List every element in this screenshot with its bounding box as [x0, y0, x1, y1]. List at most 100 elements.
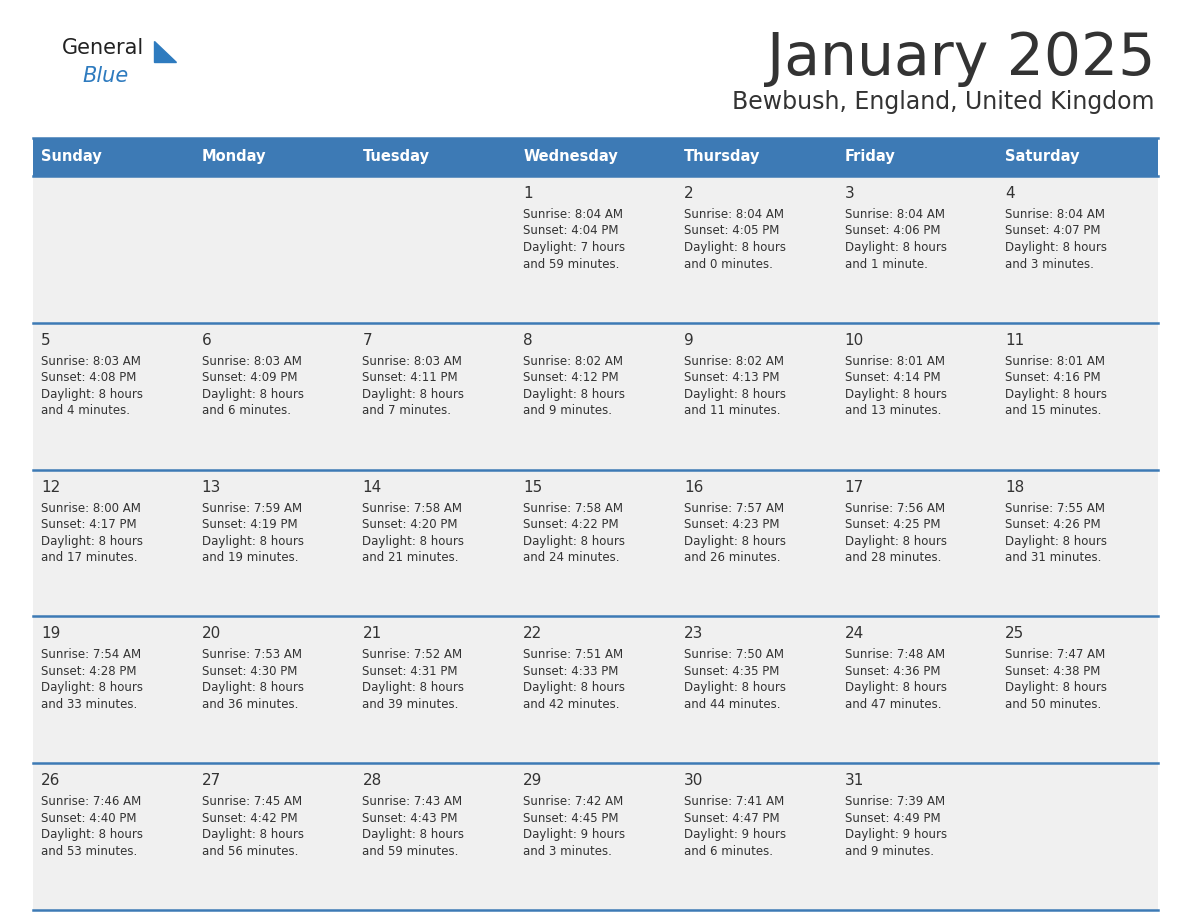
- Text: Sunrise: 8:03 AM: Sunrise: 8:03 AM: [42, 354, 141, 368]
- Text: Sunset: 4:22 PM: Sunset: 4:22 PM: [523, 518, 619, 532]
- Text: Sunrise: 7:56 AM: Sunrise: 7:56 AM: [845, 501, 944, 515]
- Bar: [676, 763, 836, 910]
- Text: and 36 minutes.: and 36 minutes.: [202, 698, 298, 711]
- Text: Sunrise: 8:02 AM: Sunrise: 8:02 AM: [684, 354, 784, 368]
- Text: Sunset: 4:43 PM: Sunset: 4:43 PM: [362, 812, 457, 824]
- Text: Daylight: 8 hours: Daylight: 8 hours: [845, 241, 947, 254]
- Text: 3: 3: [845, 186, 854, 201]
- Bar: [676, 616, 836, 763]
- Text: and 33 minutes.: and 33 minutes.: [42, 698, 138, 711]
- Bar: [676, 323, 836, 470]
- Text: Wednesday: Wednesday: [523, 150, 618, 164]
- Text: and 6 minutes.: and 6 minutes.: [202, 404, 291, 418]
- Text: Daylight: 8 hours: Daylight: 8 hours: [362, 828, 465, 841]
- Text: Sunrise: 8:03 AM: Sunrise: 8:03 AM: [202, 354, 302, 368]
- Bar: [33, 763, 194, 910]
- Text: Daylight: 8 hours: Daylight: 8 hours: [362, 387, 465, 401]
- Bar: [354, 616, 516, 763]
- Text: Sunrise: 7:50 AM: Sunrise: 7:50 AM: [684, 648, 784, 661]
- Text: 21: 21: [362, 626, 381, 642]
- Text: Daylight: 8 hours: Daylight: 8 hours: [684, 241, 786, 254]
- Text: Friday: Friday: [845, 150, 896, 164]
- Text: and 42 minutes.: and 42 minutes.: [523, 698, 620, 711]
- Text: Sunrise: 7:39 AM: Sunrise: 7:39 AM: [845, 795, 944, 808]
- Text: 17: 17: [845, 479, 864, 495]
- Text: Daylight: 8 hours: Daylight: 8 hours: [202, 387, 304, 401]
- Text: Daylight: 8 hours: Daylight: 8 hours: [1005, 534, 1107, 548]
- Text: Sunrise: 8:04 AM: Sunrise: 8:04 AM: [1005, 208, 1105, 221]
- Text: and 19 minutes.: and 19 minutes.: [202, 551, 298, 564]
- Text: Daylight: 8 hours: Daylight: 8 hours: [202, 828, 304, 841]
- Text: Sunrise: 8:03 AM: Sunrise: 8:03 AM: [362, 354, 462, 368]
- Text: and 31 minutes.: and 31 minutes.: [1005, 551, 1101, 564]
- Text: 31: 31: [845, 773, 864, 789]
- Text: Sunset: 4:06 PM: Sunset: 4:06 PM: [845, 225, 940, 238]
- Text: Daylight: 8 hours: Daylight: 8 hours: [362, 681, 465, 694]
- Bar: [836, 176, 997, 323]
- Text: and 6 minutes.: and 6 minutes.: [684, 845, 773, 857]
- Bar: [516, 138, 676, 176]
- Text: Sunset: 4:26 PM: Sunset: 4:26 PM: [1005, 518, 1101, 532]
- Text: Daylight: 8 hours: Daylight: 8 hours: [42, 534, 143, 548]
- Text: Sunset: 4:23 PM: Sunset: 4:23 PM: [684, 518, 779, 532]
- Text: Sunset: 4:38 PM: Sunset: 4:38 PM: [1005, 665, 1101, 677]
- Text: Sunset: 4:12 PM: Sunset: 4:12 PM: [523, 371, 619, 385]
- Bar: [33, 470, 194, 616]
- Text: Sunrise: 8:01 AM: Sunrise: 8:01 AM: [845, 354, 944, 368]
- Bar: [516, 176, 676, 323]
- Text: 28: 28: [362, 773, 381, 789]
- Bar: [194, 138, 354, 176]
- Text: Sunrise: 7:58 AM: Sunrise: 7:58 AM: [362, 501, 462, 515]
- Text: Sunset: 4:20 PM: Sunset: 4:20 PM: [362, 518, 457, 532]
- Text: Sunset: 4:19 PM: Sunset: 4:19 PM: [202, 518, 297, 532]
- Bar: [194, 470, 354, 616]
- Text: Sunset: 4:28 PM: Sunset: 4:28 PM: [42, 665, 137, 677]
- Text: Sunrise: 7:54 AM: Sunrise: 7:54 AM: [42, 648, 141, 661]
- Text: Sunset: 4:04 PM: Sunset: 4:04 PM: [523, 225, 619, 238]
- Text: Daylight: 7 hours: Daylight: 7 hours: [523, 241, 625, 254]
- Text: Monday: Monday: [202, 150, 266, 164]
- Bar: [516, 470, 676, 616]
- Text: Sunrise: 7:47 AM: Sunrise: 7:47 AM: [1005, 648, 1106, 661]
- Text: Sunrise: 7:41 AM: Sunrise: 7:41 AM: [684, 795, 784, 808]
- Text: Blue: Blue: [82, 66, 128, 86]
- Text: Sunset: 4:36 PM: Sunset: 4:36 PM: [845, 665, 940, 677]
- Text: Daylight: 9 hours: Daylight: 9 hours: [523, 828, 625, 841]
- Text: Daylight: 9 hours: Daylight: 9 hours: [684, 828, 786, 841]
- Text: and 21 minutes.: and 21 minutes.: [362, 551, 459, 564]
- Text: and 24 minutes.: and 24 minutes.: [523, 551, 620, 564]
- Text: Daylight: 8 hours: Daylight: 8 hours: [1005, 241, 1107, 254]
- Bar: [516, 323, 676, 470]
- Bar: [836, 616, 997, 763]
- Text: Daylight: 8 hours: Daylight: 8 hours: [202, 681, 304, 694]
- Bar: [33, 176, 194, 323]
- Bar: [33, 616, 194, 763]
- Bar: [33, 138, 194, 176]
- Text: Daylight: 8 hours: Daylight: 8 hours: [845, 387, 947, 401]
- Text: and 1 minute.: and 1 minute.: [845, 258, 928, 271]
- Text: and 44 minutes.: and 44 minutes.: [684, 698, 781, 711]
- Text: and 11 minutes.: and 11 minutes.: [684, 404, 781, 418]
- Text: Sunset: 4:33 PM: Sunset: 4:33 PM: [523, 665, 619, 677]
- Text: Sunrise: 7:45 AM: Sunrise: 7:45 AM: [202, 795, 302, 808]
- Text: Sunrise: 8:04 AM: Sunrise: 8:04 AM: [523, 208, 624, 221]
- Text: Daylight: 8 hours: Daylight: 8 hours: [1005, 681, 1107, 694]
- Text: 12: 12: [42, 479, 61, 495]
- Text: Sunrise: 7:43 AM: Sunrise: 7:43 AM: [362, 795, 462, 808]
- Text: and 4 minutes.: and 4 minutes.: [42, 404, 129, 418]
- Text: 4: 4: [1005, 186, 1015, 201]
- Text: Sunrise: 7:53 AM: Sunrise: 7:53 AM: [202, 648, 302, 661]
- Text: Sunset: 4:25 PM: Sunset: 4:25 PM: [845, 518, 940, 532]
- Text: 2: 2: [684, 186, 694, 201]
- Text: Sunset: 4:35 PM: Sunset: 4:35 PM: [684, 665, 779, 677]
- Text: 26: 26: [42, 773, 61, 789]
- Text: and 0 minutes.: and 0 minutes.: [684, 258, 772, 271]
- Text: Sunrise: 7:58 AM: Sunrise: 7:58 AM: [523, 501, 624, 515]
- Text: Daylight: 8 hours: Daylight: 8 hours: [684, 534, 786, 548]
- Text: Daylight: 8 hours: Daylight: 8 hours: [845, 534, 947, 548]
- Bar: [836, 763, 997, 910]
- Bar: [194, 176, 354, 323]
- Bar: [194, 323, 354, 470]
- Text: 18: 18: [1005, 479, 1024, 495]
- Text: January 2025: January 2025: [766, 30, 1155, 87]
